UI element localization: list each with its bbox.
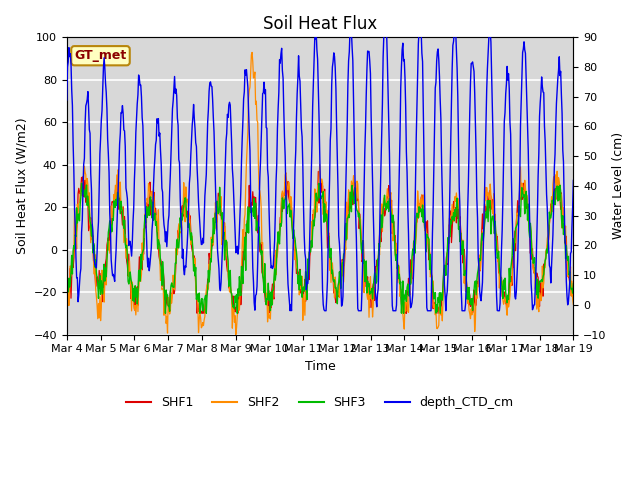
SHF1 [175,227,183,232]
SHF2 [124,270,132,276]
SHF2 [383,195,390,201]
Y-axis label: Soil Heat Flux (W/m2): Soil Heat Flux (W/m2) [15,118,28,254]
SHF1 [314,168,322,174]
Legend: SHF1, SHF2, SHF3, depth_CTD_cm: SHF1, SHF2, SHF3, depth_CTD_cm [122,391,519,414]
Line: SHF3: SHF3 [67,183,573,313]
depth_CTD_cm [312,28,320,34]
depth_CTD_cm [175,160,183,166]
SHF1 [193,311,201,316]
SHF2 [63,286,70,292]
depth_CTD_cm [72,254,80,260]
SHF3 [570,281,577,287]
SHF3 [383,200,390,206]
depth_CTD_cm [383,31,390,36]
SHF1 [383,198,390,204]
depth_CTD_cm [570,178,577,183]
SHF1 [397,301,405,307]
SHF3 [397,310,405,316]
depth_CTD_cm [202,172,210,178]
SHF3 [125,281,132,287]
depth_CTD_cm [286,308,294,313]
depth_CTD_cm [397,63,405,69]
Title: Soil Heat Flux: Soil Heat Flux [263,15,377,33]
Line: depth_CTD_cm: depth_CTD_cm [67,31,573,311]
SHF3 [77,180,85,186]
SHF1 [203,290,211,296]
SHF1 [63,300,70,306]
SHF3 [177,224,185,229]
SHF3 [161,311,169,316]
Text: GT_met: GT_met [74,49,127,62]
X-axis label: Time: Time [305,360,335,373]
SHF3 [72,234,80,240]
SHF2 [232,332,240,337]
SHF2 [397,287,405,293]
SHF2 [202,288,210,293]
SHF3 [204,286,212,292]
Line: SHF1: SHF1 [67,171,573,313]
SHF2 [570,301,577,307]
depth_CTD_cm [63,97,70,103]
Line: SHF2: SHF2 [67,52,573,335]
SHF2 [72,228,80,234]
SHF2 [248,49,256,55]
Y-axis label: Water Level (cm): Water Level (cm) [612,132,625,240]
depth_CTD_cm [124,214,132,220]
SHF1 [72,235,80,241]
SHF1 [570,288,577,294]
SHF2 [175,230,183,236]
SHF1 [124,273,132,279]
SHF3 [63,300,70,306]
